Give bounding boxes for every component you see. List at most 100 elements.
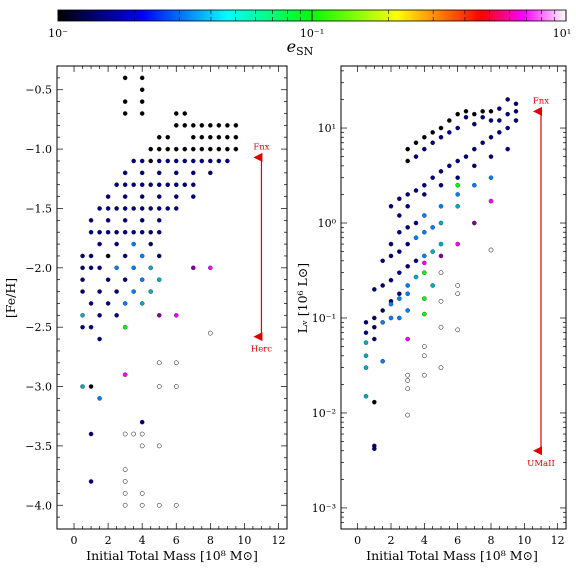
right-panel-data-point (438, 220, 444, 226)
left-panel-data-point (122, 111, 128, 116)
right-panel-data-point (372, 399, 377, 405)
left-panel-data-point (173, 384, 179, 389)
right-panel-data-point (422, 270, 427, 275)
left-panel-data-point (131, 206, 136, 211)
left-panel-data-point (114, 229, 119, 235)
right-panel-data-point (388, 253, 394, 259)
left-panel-data-point (199, 146, 205, 152)
left-panel-data-point (182, 111, 188, 116)
right-panel-data-point (430, 130, 435, 135)
right-panel-data-point (421, 353, 427, 359)
right-panel-data-point (472, 182, 477, 188)
right-panel-data-point (405, 283, 410, 288)
right-panel-data-point (505, 146, 510, 152)
left-panel-data-point (216, 158, 222, 164)
right-panel-data-point (363, 353, 369, 359)
left-panel-data-point (80, 289, 85, 294)
right-panel-data-point (438, 182, 444, 188)
left-panel-data-point (182, 158, 188, 164)
right-panel-y-tick-label: 10⁰ (318, 217, 337, 230)
left-panel-feh-vs-mass: 0 2 4 6 8 10 12 −0.5 −1.0 −1.5 −2.0 −2.5 −3.0 −3.5 −4.… (3, 65, 288, 563)
left-panel-data-point (174, 182, 179, 187)
right-panel-data-point (405, 146, 410, 152)
right-panel-frame (340, 65, 567, 530)
left-panel-data-point (88, 301, 94, 306)
colorbar-ticks (57, 10, 567, 21)
left-panel-data-point (114, 265, 119, 271)
right-panel-data-point (438, 270, 444, 276)
left-panel-y-axis-label: [Fe/H] (3, 278, 18, 318)
left-panel-data-point (139, 194, 145, 199)
left-panel-data-point (225, 158, 230, 164)
right-panel-data-point (422, 192, 427, 197)
right-panel-data-point (363, 330, 369, 335)
right-panel-data-point (513, 101, 519, 107)
left-panel-data-point (207, 330, 213, 336)
right-panel-data-point (455, 291, 461, 297)
left-panel-data-point (131, 158, 136, 164)
right-panel-data-point (422, 229, 427, 235)
left-panel-data-point (131, 241, 136, 247)
left-panel-data-point (233, 134, 239, 140)
right-panel-data-point (397, 296, 402, 301)
left-panel-data-point (97, 336, 102, 342)
left-panel-data-point (88, 253, 94, 259)
right-panel-data-point (405, 158, 410, 164)
left-panel-data-point (156, 313, 162, 318)
right-panel-data-point (405, 241, 410, 247)
right-panel-data-point (405, 291, 410, 296)
left-panel-lower-annotation-label: Herc (251, 345, 273, 355)
right-panel-data-point (421, 344, 427, 349)
left-panel-data-point (208, 146, 213, 152)
left-panel-data-point (174, 111, 179, 116)
right-panel-data-point (488, 118, 494, 123)
left-panel-data-point (105, 218, 111, 223)
right-panel-data-point (438, 204, 444, 209)
right-panel-data-point (388, 277, 394, 283)
left-panel-x-tick-label: 2 (105, 534, 112, 547)
left-panel-data-point (97, 289, 102, 294)
right-panel-data-point (397, 213, 402, 218)
left-panel-data-point (122, 194, 128, 199)
right-panel-data-point (405, 378, 411, 383)
left-panel-data-point (131, 289, 136, 294)
right-panel-data-point (472, 220, 477, 226)
left-panel-data-point (88, 218, 94, 223)
left-panel-data-point (105, 277, 111, 282)
left-panel-data-point (122, 229, 128, 235)
left-panel-data-point (148, 229, 153, 235)
right-panel-data-point (447, 118, 452, 123)
colorbar-label-sub: SN (296, 45, 314, 58)
left-panel-data-point (225, 123, 230, 128)
right-panel-data-point (472, 163, 477, 169)
right-panel-data-point (472, 146, 477, 152)
left-panel-data-point (165, 182, 170, 187)
left-panel-data-point (139, 502, 145, 508)
right-panel-data-point (472, 111, 477, 117)
left-panel-x-tick-label: 6 (173, 534, 180, 547)
right-panel-data-point (380, 308, 385, 313)
right-panel-data-point (488, 154, 494, 159)
right-panel-data-point (405, 412, 411, 418)
left-panel-data-point (97, 313, 102, 318)
right-panel-data-point (497, 130, 502, 135)
right-panel-data-point (397, 229, 402, 235)
right-panel-data-point (438, 125, 444, 131)
left-panel-data-point (156, 229, 162, 235)
right-panel-data-point (455, 192, 460, 197)
left-panel-data-point (80, 384, 85, 389)
right-panel-data-point (422, 146, 427, 152)
right-panel-data-point (430, 283, 435, 288)
right-panel-data-point (438, 253, 444, 259)
left-panel-data-point (156, 146, 162, 152)
left-panel-upper-marker (253, 152, 263, 162)
right-panel-x-tick-label: 0 (354, 534, 361, 547)
right-panel-data-point (397, 249, 402, 254)
left-panel-data-point (216, 134, 222, 140)
right-panel-data-point (388, 204, 394, 209)
left-panel-data-point (88, 479, 94, 484)
left-panel-data-point (122, 431, 128, 437)
right-panel-data-point (413, 274, 419, 280)
right-panel-x-tick-label: 12 (551, 534, 565, 547)
